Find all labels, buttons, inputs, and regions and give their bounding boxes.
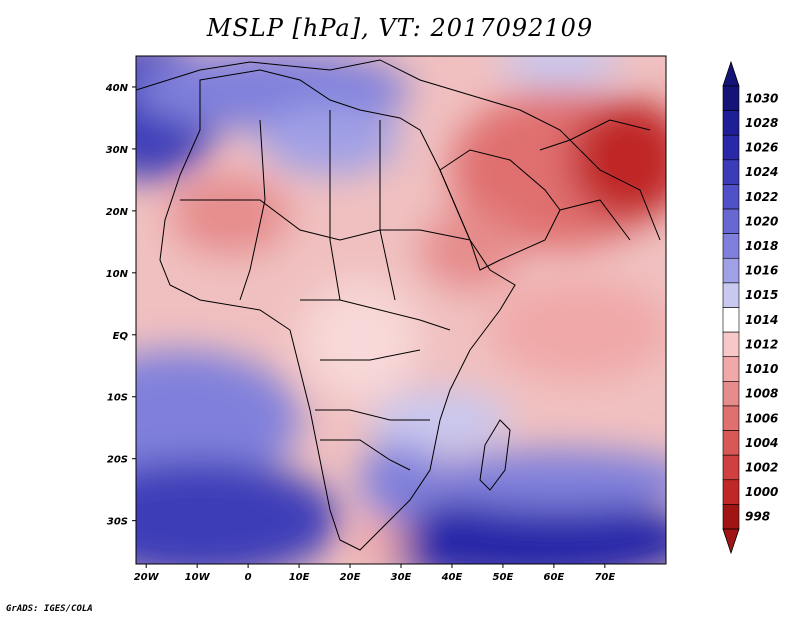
latitude-axis: 40N 30N 20N 10N EQ 10S 20S 30S xyxy=(105,83,136,528)
lat-tick-label: 30N xyxy=(106,145,129,156)
coastlines xyxy=(136,59,661,551)
colorbar-swatch xyxy=(722,134,740,161)
colorbar-label: 998 xyxy=(745,510,770,524)
lat-tick-label: 10S xyxy=(107,393,128,404)
lon-tick-label: 10E xyxy=(289,572,310,583)
lon-tick-label: 50E xyxy=(493,572,514,583)
lat-tick-label: 20S xyxy=(107,455,128,466)
eurasia-coastline xyxy=(136,59,661,241)
pressure-field xyxy=(136,56,666,564)
colorbar-swatch xyxy=(722,208,740,234)
colorbar-label: 1022 xyxy=(745,190,778,204)
lon-tick-label: 60E xyxy=(544,572,565,583)
colorbar-bottom-arrow xyxy=(722,528,740,555)
colorbar-label: 1020 xyxy=(745,214,778,228)
colorbar-swatch xyxy=(722,159,740,185)
colorbar-swatch xyxy=(722,430,740,456)
colorbar-label: 1000 xyxy=(745,485,778,499)
colorbar-label: 1008 xyxy=(745,387,778,401)
colorbar-label: 1002 xyxy=(745,460,778,474)
colorbar-label: 1012 xyxy=(745,337,778,351)
lon-tick-label: 40E xyxy=(441,572,463,583)
lon-tick-label: 70E xyxy=(594,572,615,583)
lon-tick-label: 20E xyxy=(340,572,361,583)
longitude-axis: 20W 10W 0 10E 20E 30E 40E 50E 60E 70E xyxy=(134,564,615,583)
lat-tick-label: 30S xyxy=(107,517,128,528)
colorbar-top-arrow xyxy=(722,60,740,87)
colorbar: 1030 1028 1026 1024 1022 1020 1018 1016 1015 1014… xyxy=(722,60,778,555)
madagascar-coastline xyxy=(479,419,511,491)
colorbar-swatch xyxy=(722,85,740,111)
colorbar-swatch xyxy=(722,282,740,308)
lon-tick-label: 10W xyxy=(185,572,211,583)
colorbar-label: 1004 xyxy=(745,436,778,450)
lat-tick-label: 20N xyxy=(106,207,129,218)
colorbar-swatch xyxy=(722,405,740,431)
colorbar-label: 1024 xyxy=(745,165,778,179)
africa-coastline xyxy=(159,69,516,551)
colorbar-label: 1015 xyxy=(745,288,778,302)
colorbar-swatch xyxy=(722,257,740,284)
lon-tick-label: 20W xyxy=(134,572,160,583)
credit-text: GrADS: IGES/COLA xyxy=(6,604,93,614)
colorbar-label: 1016 xyxy=(745,264,778,278)
colorbar-label: 1026 xyxy=(745,141,778,155)
arabia-coastline xyxy=(439,149,561,271)
colorbar-swatch xyxy=(722,184,740,210)
colorbar-swatch xyxy=(722,454,740,481)
lat-tick-label: 10N xyxy=(106,269,129,280)
colorbar-label: 1014 xyxy=(745,313,778,327)
colorbar-swatch xyxy=(722,356,740,382)
colorbar-label: 1028 xyxy=(745,116,778,130)
lon-tick-label: 30E xyxy=(391,572,412,583)
colorbar-label: 1030 xyxy=(745,91,778,105)
colorbar-swatch xyxy=(722,479,740,505)
colorbar-swatch xyxy=(722,307,740,333)
colorbar-swatch xyxy=(722,233,740,259)
colorbar-label: 1006 xyxy=(745,411,778,425)
colorbar-swatch xyxy=(722,504,740,530)
colorbar-swatch xyxy=(722,110,740,136)
colorbar-swatch xyxy=(722,381,740,407)
colorbar-label: 1018 xyxy=(745,239,778,253)
lat-tick-label: EQ xyxy=(113,331,129,342)
lon-tick-label: 0 xyxy=(245,572,252,583)
chart-title: MSLP [hPa], VT: 2017092109 xyxy=(206,14,594,42)
lat-tick-label: 40N xyxy=(105,83,129,94)
colorbar-swatch xyxy=(722,331,740,358)
colorbar-label: 1010 xyxy=(745,362,778,376)
